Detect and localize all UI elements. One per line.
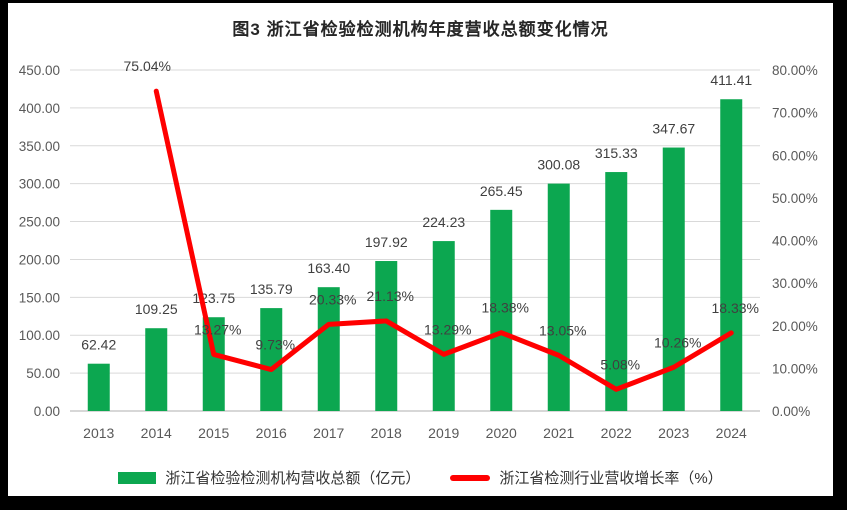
left-axis-tick-label: 350.00 — [19, 139, 60, 154]
legend-item-revenue-total[interactable]: 浙江省检验检测机构营收总额（亿元） — [118, 467, 420, 488]
x-axis-label-2020: 2020 — [486, 425, 517, 441]
growth-rate-line[interactable] — [153, 88, 734, 392]
right-axis-tick-label: 10.00% — [772, 361, 818, 376]
bar-value-label-2017: 163.40 — [307, 260, 350, 276]
bar-2016[interactable] — [260, 308, 283, 411]
right-axis-tick-label: 50.00% — [772, 191, 818, 206]
left-axis-tick-label: 0.00 — [34, 404, 60, 419]
legend: 浙江省检验检测机构营收总额（亿元） 浙江省检测行业营收增长率（%） — [8, 467, 833, 488]
bar-2020[interactable] — [490, 209, 513, 411]
bar-value-label-2020: 265.45 — [480, 183, 523, 199]
left-axis-tick-label: 450.00 — [19, 63, 60, 78]
bar-value-label-2018: 197.92 — [365, 234, 408, 250]
chart-container: 图3 浙江省检验检测机构年度营收总额变化情况 0.00 50.00 100.00 15… — [8, 3, 833, 496]
bar-2019[interactable] — [432, 241, 455, 411]
right-axis-tick-label: 0.00% — [772, 404, 810, 419]
line-value-label-2014: 75.04% — [124, 58, 171, 74]
x-axis-label-2018: 2018 — [371, 425, 402, 441]
bar-value-label-2016: 135.79 — [250, 281, 293, 297]
line-series-swatch-icon — [450, 474, 491, 481]
line-value-label-2023: 10.26% — [654, 334, 701, 350]
line-value-label-2019: 13.29% — [424, 321, 471, 337]
bar-2021[interactable] — [547, 183, 570, 411]
left-axis-tick-label: 250.00 — [19, 215, 60, 230]
line-value-label-2020: 18.38% — [482, 300, 529, 316]
bar-value-label-2014: 109.25 — [135, 301, 178, 317]
bar-value-label-2013: 62.42 — [81, 337, 116, 353]
x-axis-label-2022: 2022 — [601, 425, 632, 441]
legend-label-revenue-total: 浙江省检验检测机构营收总额（亿元） — [165, 470, 421, 487]
bar-value-label-2023: 347.67 — [652, 121, 695, 137]
bar-2024[interactable] — [720, 99, 743, 411]
bar-2018[interactable] — [375, 261, 398, 411]
right-axis-tick-label: 80.00% — [772, 63, 818, 78]
x-axis-label-2023: 2023 — [658, 425, 689, 441]
bar-2017[interactable] — [317, 287, 340, 411]
line-value-label-2021: 13.05% — [539, 322, 586, 338]
left-axis-tick-label: 300.00 — [19, 177, 60, 192]
right-axis-tick-label: 20.00% — [772, 319, 818, 334]
x-axis-label-2021: 2021 — [543, 425, 574, 441]
line-value-label-2017: 20.33% — [309, 291, 356, 307]
x-axis-label-2016: 2016 — [256, 425, 287, 441]
right-axis-tick-label: 40.00% — [772, 234, 818, 249]
bar-value-label-2022: 315.33 — [595, 145, 638, 161]
left-axis-tick-label: 400.00 — [19, 101, 60, 116]
legend-item-growth-rate[interactable]: 浙江省检测行业营收增长率（%） — [450, 467, 723, 488]
line-value-label-2016: 9.73% — [255, 337, 295, 353]
bar-value-label-2019: 224.23 — [422, 214, 465, 230]
line-value-label-2018: 21.13% — [367, 288, 414, 304]
x-axis-label-2019: 2019 — [428, 425, 459, 441]
left-axis-tick-label: 150.00 — [19, 290, 60, 305]
left-axis-tick-label: 100.00 — [19, 328, 60, 343]
bar-2022[interactable] — [605, 172, 628, 411]
plot-area: 0.00 50.00 100.00 150.00 200.00 250.00 300.00 3… — [19, 58, 818, 441]
x-axis-label-2017: 2017 — [313, 425, 344, 441]
bar-2014[interactable] — [145, 328, 168, 411]
legend-label-growth-rate: 浙江省检测行业营收增长率（%） — [499, 470, 723, 487]
left-axis-tick-label: 200.00 — [19, 252, 60, 267]
right-axis-tick-label: 60.00% — [772, 148, 818, 163]
right-axis-tick-label: 30.00% — [772, 276, 818, 291]
bar-2023[interactable] — [662, 147, 685, 411]
chart-title: 图3 浙江省检验检测机构年度营收总额变化情况 — [232, 20, 609, 39]
bar-value-label-2021: 300.08 — [537, 157, 580, 173]
bar-value-label-2024: 411.41 — [710, 72, 752, 88]
right-axis-tick-label: 70.00% — [772, 106, 818, 121]
left-axis-tick-label: 50.00 — [26, 366, 60, 381]
bar-series-swatch-icon — [118, 471, 157, 484]
line-value-label-2024: 18.33% — [712, 300, 759, 316]
line-value-label-2022: 5.08% — [600, 356, 640, 372]
line-value-label-2015: 13.27% — [194, 321, 241, 337]
bar-2013[interactable] — [87, 363, 110, 411]
x-axis-label-2024: 2024 — [716, 425, 747, 441]
x-axis-label-2015: 2015 — [198, 425, 229, 441]
x-axis-label-2014: 2014 — [141, 425, 172, 441]
x-axis-label-2013: 2013 — [83, 425, 114, 441]
